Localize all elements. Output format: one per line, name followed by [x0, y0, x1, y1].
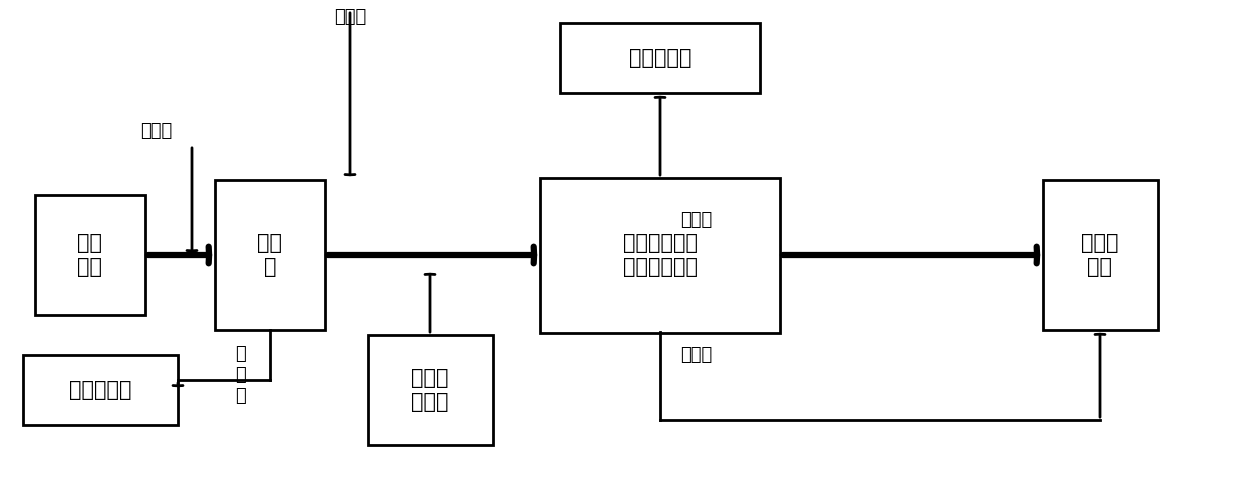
Bar [35, 195, 145, 315]
Text: 取样点: 取样点 [140, 122, 172, 140]
Text: 清洗回
收罐: 清洗回 收罐 [1081, 233, 1118, 277]
Text: 预存
罐: 预存 罐 [258, 233, 283, 277]
Text: 放空口: 放空口 [680, 346, 712, 364]
Text: 出水口: 出水口 [680, 211, 712, 229]
Text: 排
污
口: 排 污 口 [234, 345, 246, 405]
Text: 产水集水箱: 产水集水箱 [629, 48, 691, 68]
Bar [1043, 180, 1157, 330]
Text: 污水污泥池: 污水污泥池 [68, 380, 131, 400]
Bar [367, 335, 492, 445]
Bar [215, 180, 325, 330]
Text: 破乳剂: 破乳剂 [334, 8, 366, 26]
Bar [539, 177, 780, 333]
Bar [22, 355, 177, 425]
Bar [560, 23, 760, 93]
Text: 反冲洗
清洗罐: 反冲洗 清洗罐 [412, 368, 449, 412]
Text: 氧化石墨烯膜
错流过滤装置: 氧化石墨烯膜 错流过滤装置 [622, 233, 697, 277]
Text: 含油
污水: 含油 污水 [77, 233, 103, 277]
